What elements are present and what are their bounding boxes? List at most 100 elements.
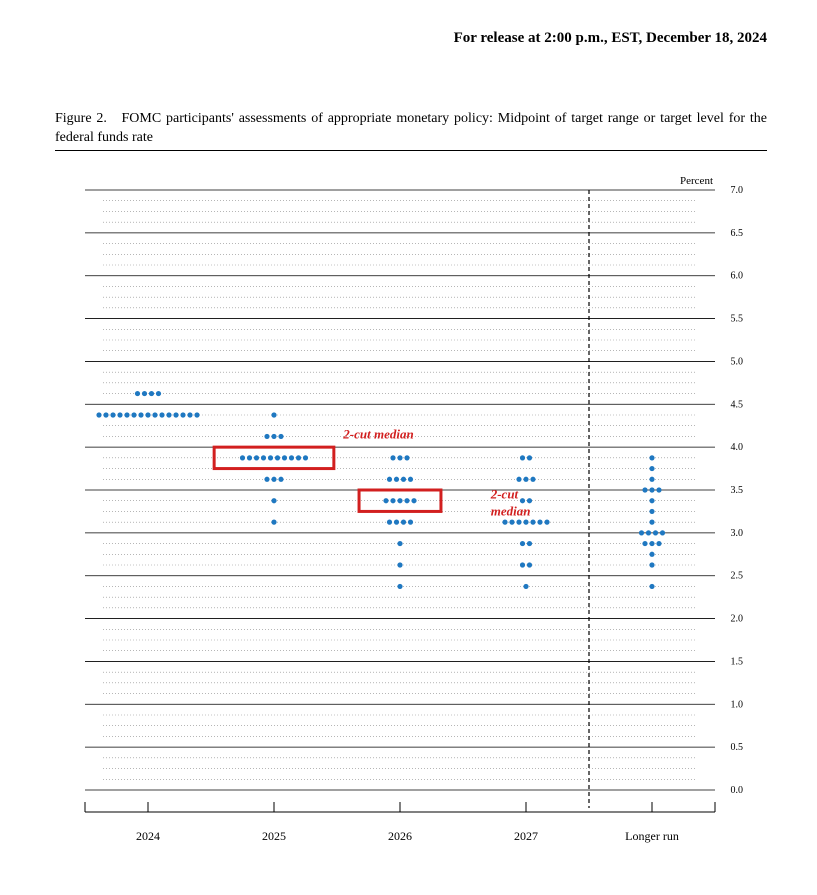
- dot: [135, 391, 140, 396]
- dot: [653, 530, 658, 535]
- y-tick-label: 4.0: [731, 442, 744, 453]
- x-category-label: 2024: [136, 829, 160, 843]
- dot: [537, 520, 542, 525]
- y-tick-label: 2.5: [731, 571, 744, 582]
- dot: [173, 412, 178, 417]
- dot: [271, 498, 276, 503]
- dot: [240, 455, 245, 460]
- y-tick-label: 6.5: [731, 228, 744, 239]
- dot: [271, 520, 276, 525]
- y-tick-label: 1.0: [731, 699, 744, 710]
- y-axis-label: Percent: [680, 175, 713, 187]
- x-category-label: Longer run: [625, 829, 679, 843]
- dot: [289, 455, 294, 460]
- caption-underline: [55, 150, 767, 151]
- dot: [187, 412, 192, 417]
- dot: [397, 541, 402, 546]
- y-tick-label: 7.0: [731, 185, 744, 196]
- y-tick-label: 5.0: [731, 356, 744, 367]
- dot: [282, 455, 287, 460]
- annotation-label: 2-cut median: [342, 427, 413, 442]
- dot: [530, 477, 535, 482]
- x-category-label: 2026: [388, 829, 412, 843]
- dot: [387, 477, 392, 482]
- dot: [303, 455, 308, 460]
- dot: [639, 530, 644, 535]
- dot: [397, 562, 402, 567]
- dot: [411, 498, 416, 503]
- dot: [180, 412, 185, 417]
- dot: [268, 455, 273, 460]
- dot: [394, 477, 399, 482]
- dot: [152, 412, 157, 417]
- dot: [390, 455, 395, 460]
- x-category-label: 2025: [262, 829, 286, 843]
- dot: [397, 584, 402, 589]
- x-category-label: 2027: [514, 829, 538, 843]
- dot: [527, 562, 532, 567]
- dot: [646, 530, 651, 535]
- dot: [404, 455, 409, 460]
- y-tick-label: 1.5: [731, 656, 744, 667]
- dot: [401, 477, 406, 482]
- dot: [117, 412, 122, 417]
- dot: [271, 434, 276, 439]
- dot: [649, 562, 654, 567]
- dot: [656, 487, 661, 492]
- dot: [520, 541, 525, 546]
- dot: [523, 584, 528, 589]
- dot: [145, 412, 150, 417]
- dot: [642, 487, 647, 492]
- dot: [394, 520, 399, 525]
- dot: [387, 520, 392, 525]
- dot-plot-chart: 0.00.51.01.52.02.53.03.54.04.55.05.56.06…: [55, 170, 765, 850]
- dot: [383, 498, 388, 503]
- dot: [527, 541, 532, 546]
- y-tick-label: 5.5: [731, 314, 744, 325]
- dot: [544, 520, 549, 525]
- dot: [275, 455, 280, 460]
- dot: [264, 477, 269, 482]
- dot: [397, 455, 402, 460]
- dot: [649, 541, 654, 546]
- dot: [520, 455, 525, 460]
- dot: [264, 434, 269, 439]
- dot: [527, 455, 532, 460]
- dot: [516, 477, 521, 482]
- y-tick-label: 6.0: [731, 271, 744, 282]
- dot: [516, 520, 521, 525]
- dot: [649, 466, 654, 471]
- dot: [520, 562, 525, 567]
- dot: [278, 477, 283, 482]
- dot: [404, 498, 409, 503]
- dot: [271, 477, 276, 482]
- dot: [159, 412, 164, 417]
- y-tick-label: 3.5: [731, 485, 744, 496]
- figure-caption: Figure 2. FOMC participants' assessments…: [55, 110, 767, 148]
- dot: [642, 541, 647, 546]
- dot: [649, 498, 654, 503]
- dot: [649, 509, 654, 514]
- y-tick-label: 3.0: [731, 528, 744, 539]
- dot: [401, 520, 406, 525]
- dot: [649, 552, 654, 557]
- annotation-label: median: [491, 504, 531, 519]
- release-header: For release at 2:00 p.m., EST, December …: [454, 30, 767, 47]
- dot: [296, 455, 301, 460]
- dot: [530, 520, 535, 525]
- dot: [103, 412, 108, 417]
- dot: [124, 412, 129, 417]
- dot: [166, 412, 171, 417]
- annotation-label: 2-cut: [490, 487, 519, 502]
- dot: [142, 391, 147, 396]
- dot: [649, 584, 654, 589]
- dot: [390, 498, 395, 503]
- dot: [261, 455, 266, 460]
- dot: [656, 541, 661, 546]
- y-tick-label: 0.0: [731, 785, 744, 796]
- dot: [649, 477, 654, 482]
- dot: [523, 477, 528, 482]
- figure-caption-prefix: Figure 2.: [55, 111, 107, 126]
- dot: [649, 487, 654, 492]
- dot: [502, 520, 507, 525]
